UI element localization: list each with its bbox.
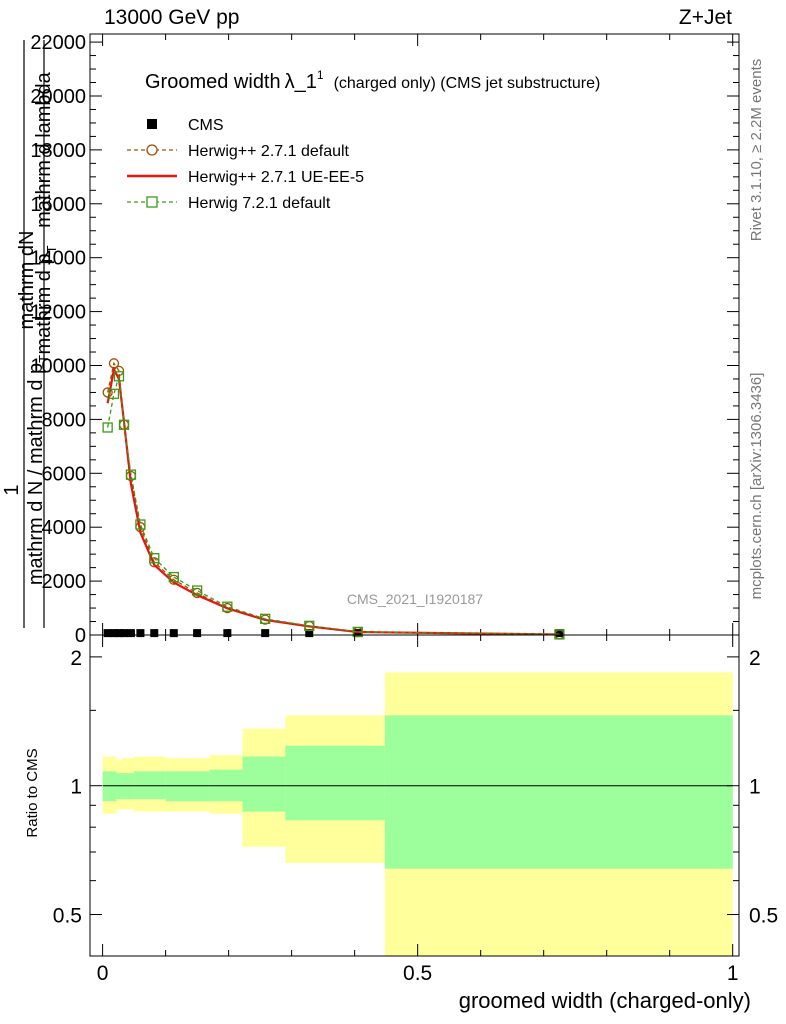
series-point-square-open bbox=[149, 553, 160, 564]
ratio-band-inner bbox=[242, 756, 286, 812]
mcplots-label: mcplots.cern.ch [arXiv:1306.3436] bbox=[748, 373, 765, 600]
legend-marker bbox=[146, 196, 158, 208]
ylabel-numerator: mathrm dN bbox=[16, 231, 38, 330]
series-point-square-open bbox=[102, 422, 113, 433]
ratio-frame bbox=[89, 634, 740, 957]
legend-marker bbox=[147, 119, 157, 129]
series-line-2 bbox=[106, 366, 560, 636]
series-point-square bbox=[126, 629, 135, 638]
series-line-3 bbox=[107, 376, 560, 636]
ratio-ytick-label-right: 2 bbox=[749, 647, 761, 670]
ratio-ytick-labels: 0.5 0.5 1 1 2 2 bbox=[53, 647, 778, 928]
series-point-square-open bbox=[168, 571, 179, 583]
process-label: Z+Jet bbox=[678, 6, 732, 29]
series-point-circle bbox=[102, 387, 113, 398]
legend-label: CMS bbox=[188, 117, 224, 134]
series-point-square-open bbox=[260, 613, 271, 624]
legend-label: Herwig++ 2.7.1 UE-EE-5 bbox=[188, 169, 364, 186]
main-ytick-label: 0 bbox=[75, 625, 86, 647]
main-ytick-label: 8000 bbox=[42, 409, 87, 431]
ratio-tick-marks bbox=[90, 635, 739, 956]
chart-title: Groomed width λ_11 (charged only) (CMS jet… bbox=[145, 68, 600, 93]
series-point-square bbox=[223, 629, 232, 638]
series-point-square bbox=[109, 629, 118, 638]
legend: CMS Herwig++ 2.7.1 default Herwig++ 2.7.1 … bbox=[127, 117, 364, 212]
ratio-ytick-label-right: 1 bbox=[749, 776, 761, 799]
series-point-square-open bbox=[222, 601, 233, 612]
main-y-axis-label: mathrm dN mathrm d lambda mathrm d pT 1 … bbox=[1, 40, 59, 628]
x-tick-label: 0 bbox=[97, 962, 109, 985]
ratio-ytick-label-right: 0.5 bbox=[749, 905, 778, 928]
analysis-id: CMS_2021_I1920187 bbox=[347, 591, 483, 607]
legend-label: Herwig++ 2.7.1 default bbox=[188, 143, 350, 160]
ratio-band-inner bbox=[165, 771, 210, 802]
legend-label: Herwig 7.2.1 default bbox=[188, 195, 331, 212]
main-ytick-label: 2000 bbox=[42, 571, 87, 593]
series-point-square-open bbox=[191, 585, 203, 596]
x-axis-label: groomed width (charged-only) bbox=[459, 988, 751, 1013]
series-point-square-open bbox=[304, 620, 315, 631]
main-tick-marks bbox=[90, 34, 739, 636]
series-point-square bbox=[120, 629, 129, 638]
series-point-square bbox=[103, 629, 112, 638]
x-tick-labels: 0 0.5 1 bbox=[97, 962, 739, 985]
main-series-layer bbox=[102, 358, 565, 640]
series-point-square-open bbox=[135, 519, 146, 530]
series-point-square bbox=[136, 629, 145, 638]
main-ytick-label: 6000 bbox=[42, 463, 87, 485]
ratio-band-inner bbox=[102, 771, 117, 802]
ratio-y-axis-label: Ratio to CMS bbox=[24, 748, 41, 837]
series-point-square bbox=[169, 629, 178, 638]
series-point-square-open bbox=[113, 371, 125, 382]
series-point-square-open bbox=[118, 419, 130, 430]
ratio-panel: 0.5 0.51 12 2 0 0.5 1 bbox=[53, 634, 778, 985]
series-point-square-open bbox=[554, 629, 565, 640]
series-point-square bbox=[261, 629, 270, 638]
ratio-bands bbox=[102, 672, 733, 956]
series-point-square bbox=[114, 629, 123, 638]
x-tick-label: 1 bbox=[727, 962, 739, 985]
series-point-square bbox=[150, 629, 159, 638]
ratio-ytick-label: 1 bbox=[70, 776, 82, 799]
ylabel-one: 1 bbox=[1, 484, 23, 495]
main-ytick-label: 22000 bbox=[30, 32, 86, 54]
legend-marker bbox=[146, 144, 158, 156]
main-ytick-label: 4000 bbox=[42, 517, 87, 539]
series-point-square bbox=[555, 629, 564, 638]
ratio-band-inner bbox=[384, 715, 733, 869]
series-line-1 bbox=[107, 361, 560, 636]
ratio-band-inner bbox=[285, 745, 385, 821]
ratio-ytick-label: 2 bbox=[70, 647, 82, 670]
ratio-ytick-label: 0.5 bbox=[53, 905, 82, 928]
series-point-square-open bbox=[125, 469, 137, 480]
series-point-square bbox=[193, 629, 202, 638]
ylabel-denominator: mathrm d N / mathrm d pT bbox=[25, 355, 51, 585]
series-point-square-open bbox=[108, 388, 120, 399]
rivet-version-label: Rivet 3.1.10, ≥ 2.2M events bbox=[748, 59, 765, 242]
series-point-square-open bbox=[352, 626, 363, 638]
series-point-square bbox=[305, 629, 314, 638]
x-tick-label: 0.5 bbox=[403, 962, 432, 985]
energy-label: 13000 GeV pp bbox=[104, 6, 240, 29]
main-panel: 0200040006000800010000120001400016000180… bbox=[30, 32, 740, 647]
